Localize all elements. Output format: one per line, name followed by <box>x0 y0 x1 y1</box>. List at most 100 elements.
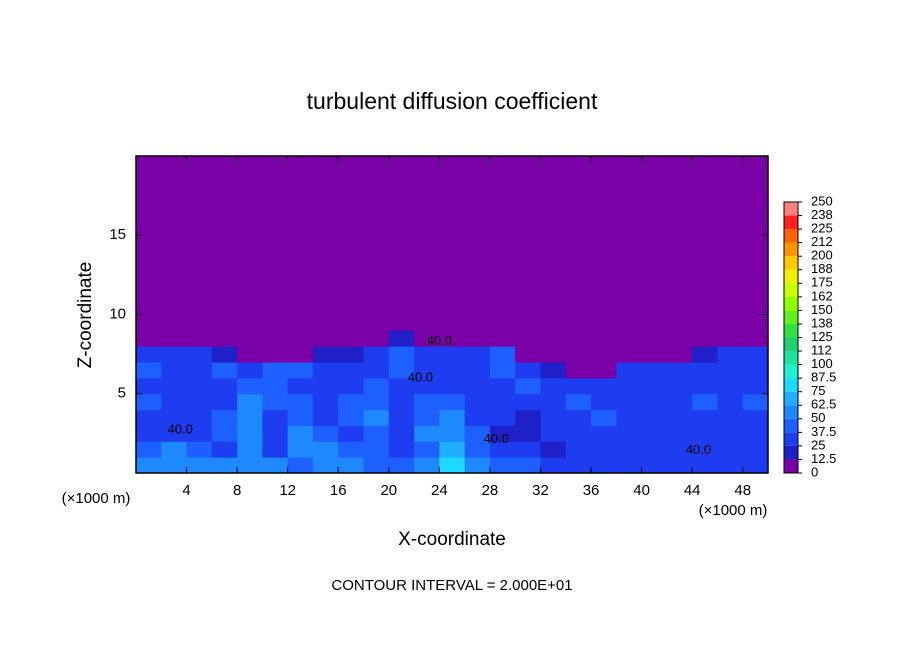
colorbar-bin <box>784 323 798 338</box>
cell <box>464 346 491 363</box>
cell <box>692 362 718 379</box>
cell <box>312 330 339 347</box>
cell <box>666 377 693 395</box>
cell <box>717 409 744 426</box>
cell <box>388 219 415 236</box>
cell <box>414 425 440 442</box>
cell <box>262 251 289 268</box>
cell <box>237 171 263 189</box>
cell <box>742 187 769 205</box>
cell <box>565 377 592 395</box>
cell <box>161 251 188 268</box>
contour-label: 40.0 <box>686 442 711 457</box>
cell <box>464 203 491 220</box>
cell <box>717 156 744 173</box>
cell <box>515 457 541 474</box>
cell <box>464 298 491 315</box>
colorbar-label: 87.5 <box>811 370 836 385</box>
cell <box>186 203 213 220</box>
cell <box>742 409 769 426</box>
cell <box>439 171 466 189</box>
cell <box>616 457 643 474</box>
cell <box>742 425 769 442</box>
cell <box>211 409 238 426</box>
cell <box>616 409 643 426</box>
cell <box>540 187 567 205</box>
cell <box>591 298 617 315</box>
cell <box>186 425 213 442</box>
cell <box>287 330 314 347</box>
cell <box>489 425 516 442</box>
cell <box>717 219 744 236</box>
cell <box>161 156 188 173</box>
cell <box>717 314 744 331</box>
cell <box>591 219 617 236</box>
cell <box>616 298 643 315</box>
cell <box>616 187 643 205</box>
x-tick-label: 40 <box>633 482 650 499</box>
cell <box>136 393 162 411</box>
cell <box>211 235 238 252</box>
colorbar-bin <box>784 391 798 406</box>
cell <box>211 330 238 347</box>
cell <box>439 393 466 411</box>
cell <box>388 314 415 331</box>
cell <box>161 219 188 236</box>
cell <box>414 171 440 189</box>
colorbar-label: 225 <box>811 221 833 236</box>
cell <box>262 203 289 220</box>
cell <box>565 409 592 426</box>
cell <box>616 266 643 284</box>
cell <box>312 266 339 284</box>
cell <box>515 235 541 252</box>
cell <box>742 298 769 315</box>
cell <box>338 219 365 236</box>
cell <box>161 393 188 411</box>
cell <box>641 187 668 205</box>
colorbar-bin <box>784 445 798 460</box>
cell <box>540 441 567 458</box>
cell <box>717 235 744 252</box>
cell <box>388 346 415 363</box>
cell <box>641 425 668 442</box>
cell <box>742 171 769 189</box>
cell <box>565 425 592 442</box>
colorbar-bin <box>784 351 798 365</box>
cell <box>312 457 339 474</box>
cell <box>312 171 339 189</box>
cell <box>439 219 466 236</box>
cell <box>515 171 541 189</box>
field <box>136 156 769 474</box>
cell <box>515 251 541 268</box>
cell <box>161 346 188 363</box>
cell <box>717 171 744 189</box>
cell <box>666 251 693 268</box>
cell <box>363 377 390 395</box>
cell <box>211 203 238 220</box>
cell <box>692 187 718 205</box>
cell <box>591 187 617 205</box>
contour-label: 40.0 <box>168 422 193 437</box>
overlay: 4 8 12 16 20 24 28 32 36 40 44 485101540.040.040.04… <box>109 155 836 499</box>
cell <box>641 441 668 458</box>
cell <box>641 219 668 236</box>
y-axis-label: Z-coordinate <box>75 262 96 369</box>
cell <box>287 409 314 426</box>
cell <box>363 346 390 363</box>
colorbar-bin <box>784 418 798 433</box>
cell <box>515 330 541 347</box>
cell <box>641 314 668 331</box>
cell <box>591 156 617 173</box>
cell <box>565 330 592 347</box>
cell <box>742 457 769 474</box>
cell <box>742 251 769 268</box>
cell <box>363 266 390 284</box>
cell <box>464 362 491 379</box>
cell <box>312 314 339 331</box>
cell <box>515 314 541 331</box>
cell <box>464 251 491 268</box>
cell <box>464 441 491 458</box>
cell <box>186 187 213 205</box>
cell <box>211 171 238 189</box>
cell <box>666 298 693 315</box>
